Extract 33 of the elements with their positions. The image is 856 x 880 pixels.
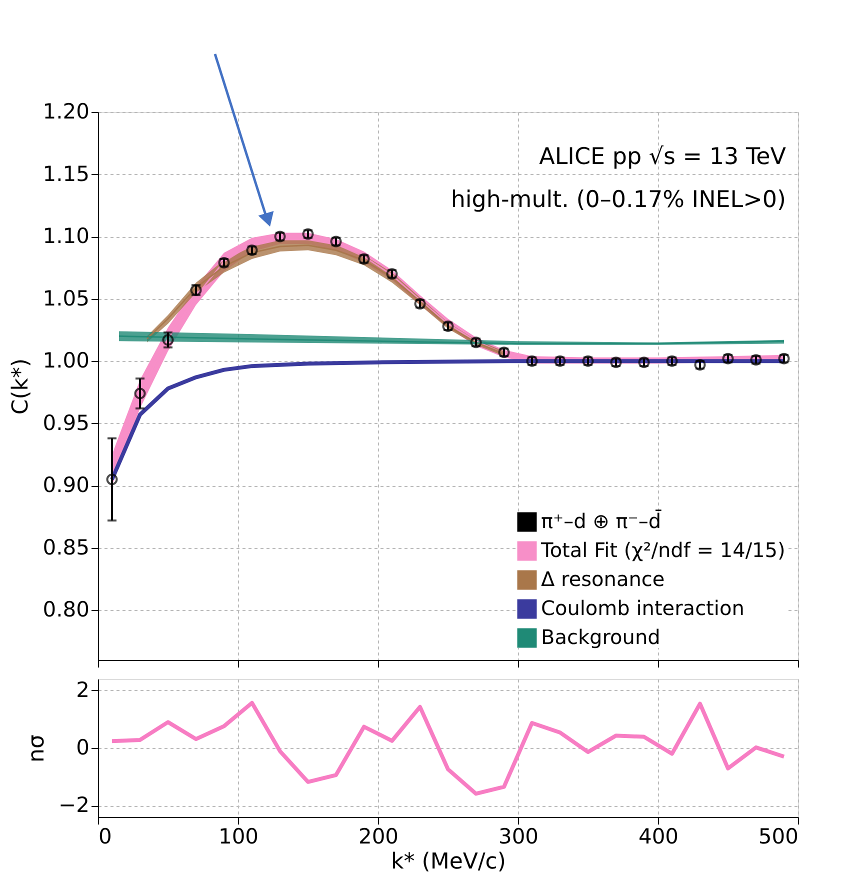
- annotation: high-mult. (0–0.17% INEL>0): [450, 187, 786, 213]
- y-tick-label: 0.80: [42, 598, 90, 622]
- y-axis-title: C(k*): [8, 358, 34, 415]
- x-axis-title: k* (MeV/c): [391, 850, 506, 874]
- y-tick-label: 1.00: [42, 348, 90, 373]
- y-tick-label: 0.90: [42, 473, 90, 498]
- legend-label: Δ resonance: [541, 567, 665, 591]
- legend-label: π⁺–d ⊕ π⁻–d̄: [541, 509, 662, 533]
- legend-label: Background: [541, 625, 660, 649]
- annotation: ALICE pp √s = 13 TeV: [539, 144, 786, 170]
- y-tick-label: 1.05: [42, 286, 90, 310]
- y-tick-label: −2: [58, 793, 90, 817]
- y-axis-title: nσ: [24, 734, 50, 762]
- x-tick-label: 300: [498, 824, 539, 848]
- x-tick-label: 200: [358, 824, 399, 848]
- y-tick-label: 0.85: [42, 535, 90, 560]
- legend-label: Total Fit (χ²/ndf = 14/15): [540, 538, 786, 562]
- x-tick-label: 0: [98, 824, 112, 848]
- y-tick-label: 1.20: [42, 100, 90, 124]
- point: [162, 334, 174, 346]
- line-series: [118, 335, 785, 344]
- point: [134, 388, 146, 400]
- legend-label: Coulomb interaction: [541, 596, 744, 620]
- y-tick-label: 1.10: [42, 224, 90, 248]
- y-tick-label: 2: [76, 678, 90, 702]
- x-tick-label: 500: [758, 824, 798, 848]
- x-tick-label: 100: [218, 824, 259, 848]
- point: [106, 474, 118, 486]
- y-tick-label: 0: [76, 736, 90, 760]
- y-tick-label: 0.95: [42, 410, 90, 435]
- x-tick-label: 400: [638, 824, 679, 848]
- y-tick-label: 1.15: [42, 162, 90, 186]
- line-series: [110, 700, 786, 796]
